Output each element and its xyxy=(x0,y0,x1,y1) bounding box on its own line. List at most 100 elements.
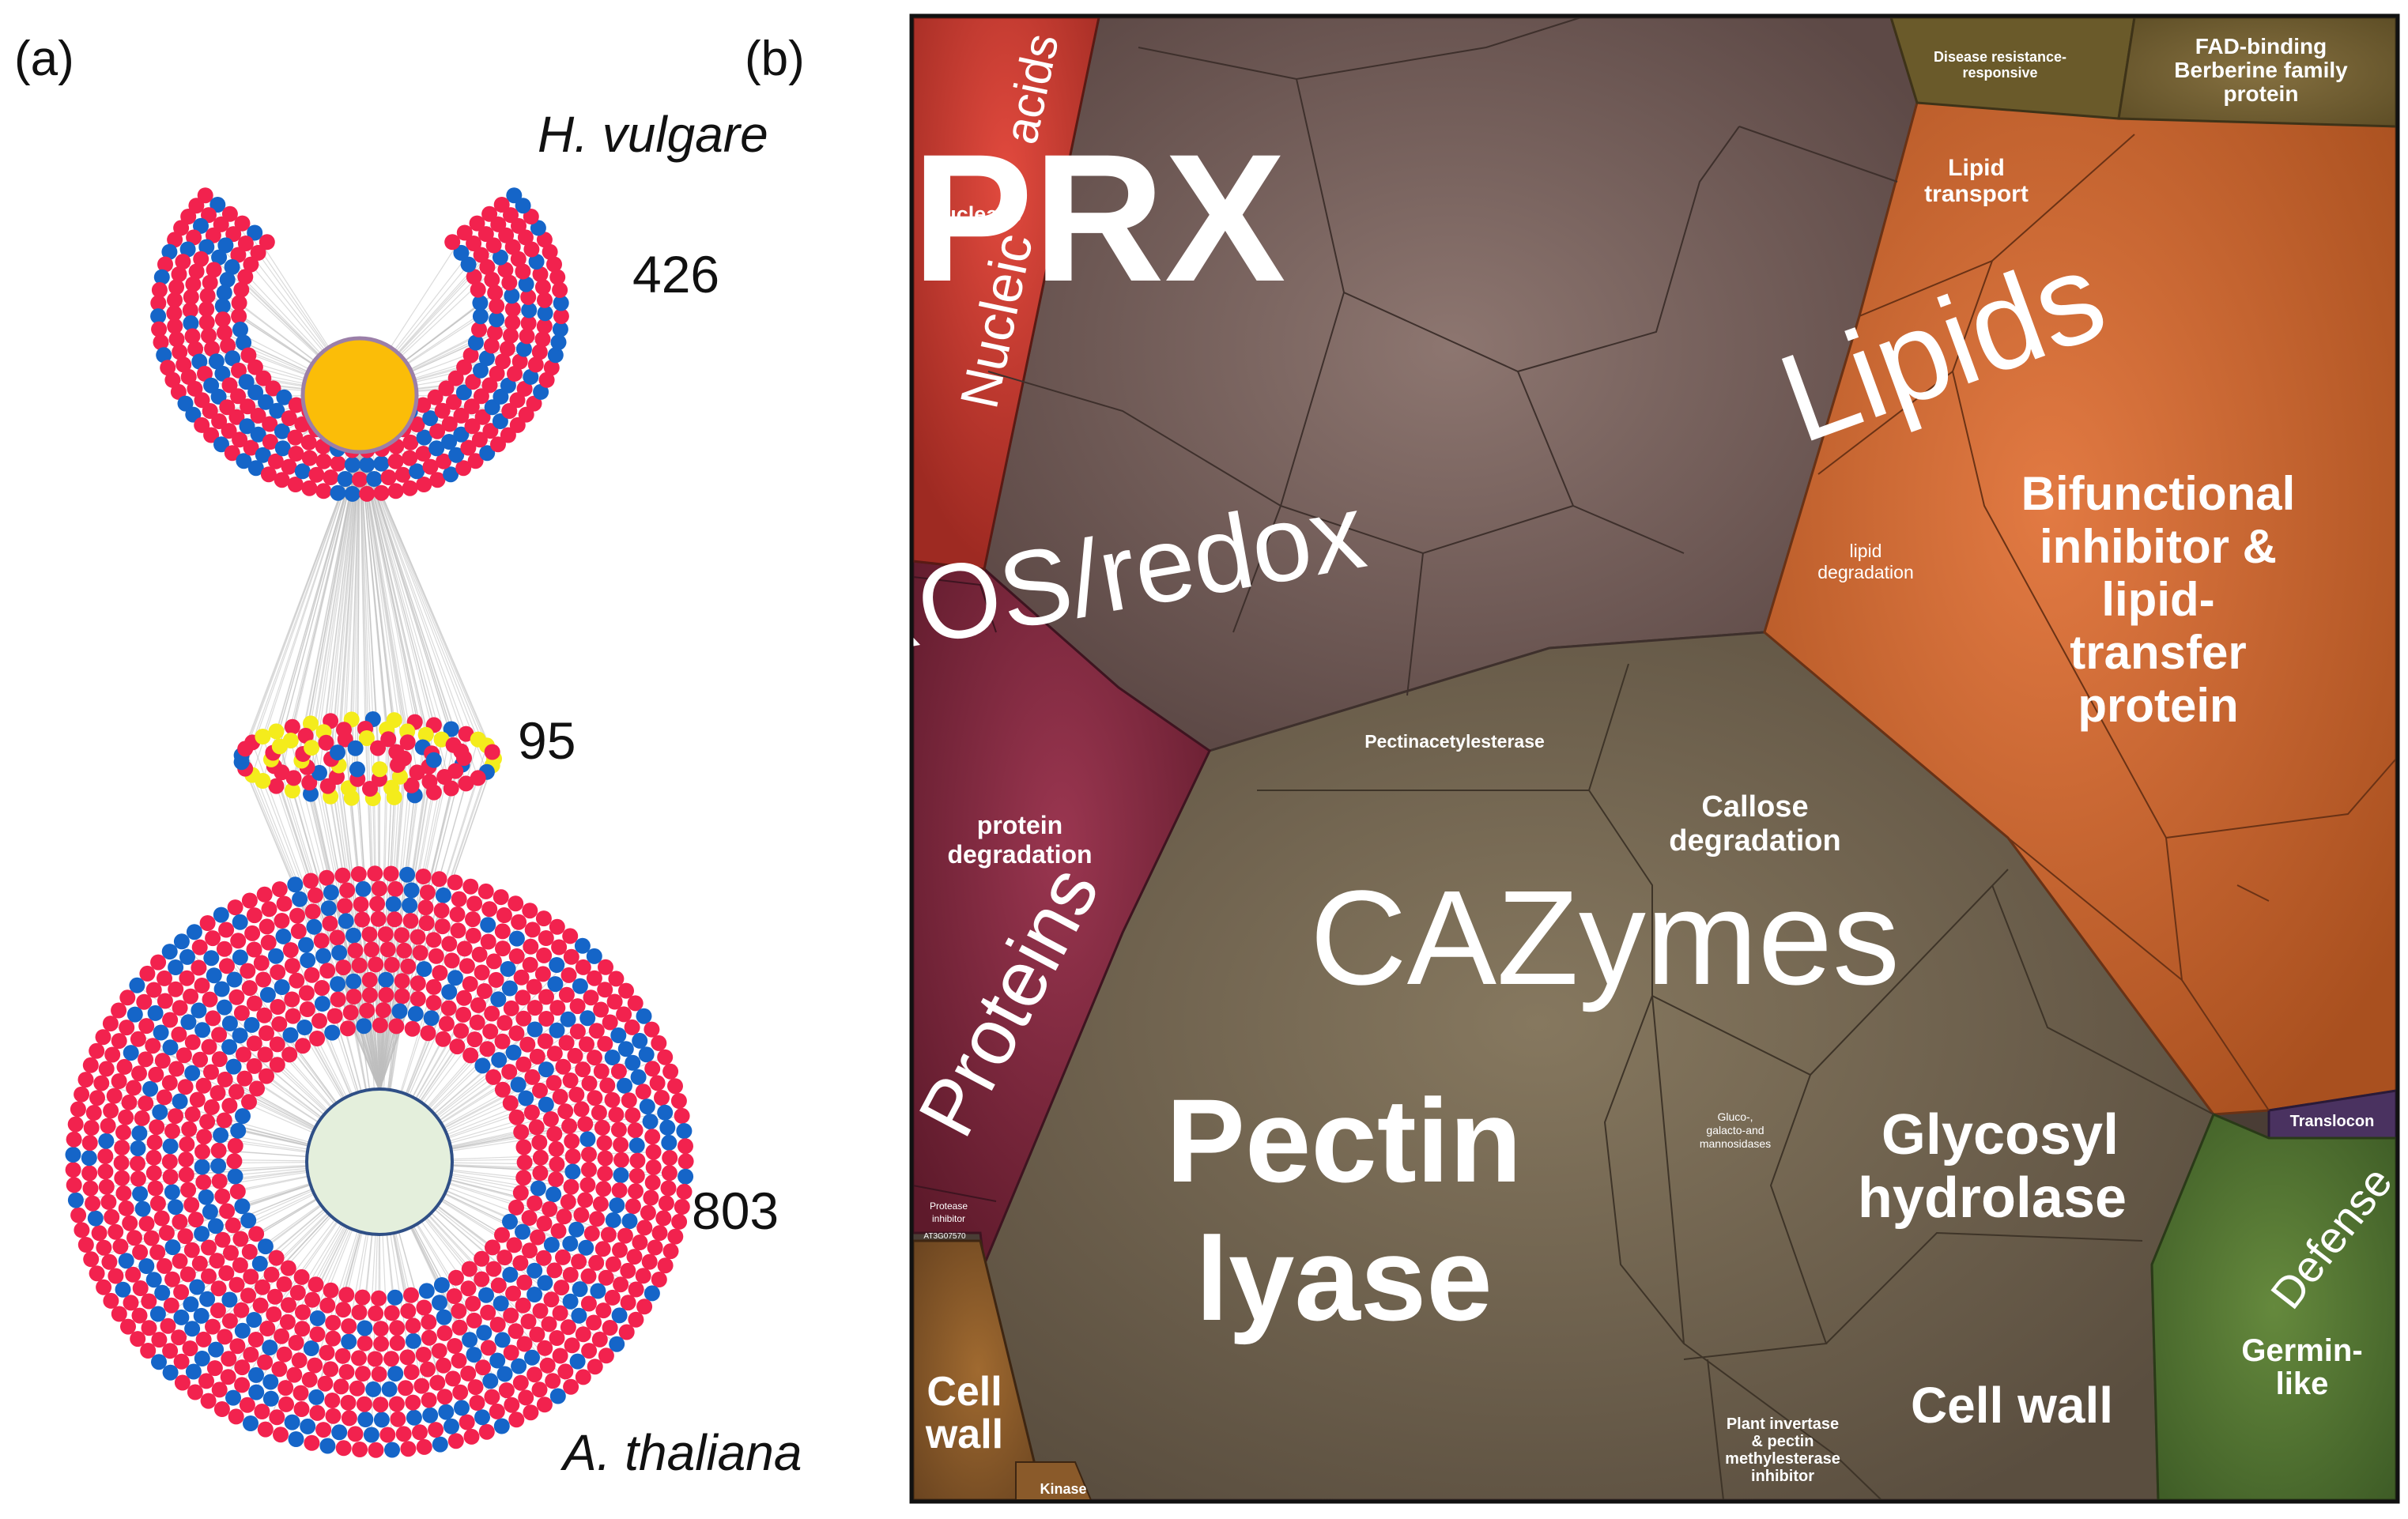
at-node xyxy=(494,1033,511,1050)
at-node xyxy=(172,1000,188,1016)
at-node xyxy=(207,1218,224,1234)
at-node xyxy=(148,1066,164,1083)
at-node xyxy=(168,1061,185,1077)
at-node xyxy=(356,1018,372,1035)
at-node xyxy=(485,1261,502,1277)
at-node xyxy=(630,1069,647,1085)
at-node xyxy=(508,1199,524,1216)
shared-node xyxy=(282,733,299,748)
at-node xyxy=(221,1351,237,1367)
at-node xyxy=(491,1052,508,1069)
at-node xyxy=(412,1424,428,1441)
hv-node xyxy=(243,439,259,456)
at-node xyxy=(205,1318,221,1335)
at-node xyxy=(440,1000,457,1016)
at-node xyxy=(172,1253,188,1269)
hv-node xyxy=(443,466,459,483)
at-node xyxy=(579,1036,594,1053)
germin-line-2: like xyxy=(2276,1366,2329,1401)
at-node xyxy=(578,1239,594,1256)
at-node xyxy=(309,1310,326,1326)
label-lipid-transport: Lipid transport xyxy=(1924,155,2029,207)
at-node xyxy=(77,1072,94,1088)
at-node xyxy=(608,971,625,987)
at-node xyxy=(138,1095,154,1112)
hv-node xyxy=(359,457,376,473)
hv-node xyxy=(503,207,519,224)
at-node xyxy=(353,896,369,913)
at-node xyxy=(298,985,315,1001)
at-node xyxy=(303,873,319,889)
at-node xyxy=(384,1442,400,1458)
at-node xyxy=(246,1035,262,1052)
at-node xyxy=(644,1285,660,1302)
at-node xyxy=(174,1374,191,1391)
at-node xyxy=(552,1348,568,1364)
at-node xyxy=(171,1026,187,1042)
at-node xyxy=(515,1223,530,1240)
at-node xyxy=(209,1085,226,1101)
at-node xyxy=(604,1091,621,1108)
at-node xyxy=(185,1363,202,1380)
hv-node xyxy=(485,237,502,254)
shared-node xyxy=(417,726,434,743)
at-node xyxy=(275,928,292,944)
at-node xyxy=(150,954,167,971)
at-node xyxy=(178,1152,194,1168)
at-node xyxy=(205,1010,221,1027)
at-node xyxy=(583,1225,600,1242)
at-node xyxy=(462,878,479,895)
at-node xyxy=(147,1004,164,1021)
at-node xyxy=(674,1107,690,1124)
at-node xyxy=(220,1369,236,1385)
at-node xyxy=(134,1200,151,1217)
at-node xyxy=(661,1134,677,1151)
at-node xyxy=(271,1361,288,1378)
at-node xyxy=(403,1364,420,1381)
at-node xyxy=(617,1041,634,1057)
at-node xyxy=(308,1389,325,1405)
at-node xyxy=(606,993,623,1010)
hv-node xyxy=(228,409,245,425)
panel-a-label: (a) xyxy=(14,32,74,86)
at-node xyxy=(580,1295,597,1312)
at-node xyxy=(394,973,410,989)
at-node xyxy=(508,930,525,947)
hv-node xyxy=(187,380,203,397)
at-node xyxy=(198,1373,214,1389)
hv-node xyxy=(504,288,520,304)
hv-node xyxy=(166,305,183,322)
shared-node xyxy=(297,727,314,744)
at-node xyxy=(163,1297,179,1314)
at-node xyxy=(399,866,416,883)
at-node xyxy=(125,1266,142,1283)
at-node xyxy=(569,998,586,1015)
hv-node xyxy=(185,406,202,423)
at-node xyxy=(478,1423,495,1440)
at-node xyxy=(406,1409,422,1426)
at-node xyxy=(388,1018,405,1035)
hv-node xyxy=(394,466,411,483)
hv-node xyxy=(205,227,221,243)
at-node xyxy=(206,1360,223,1377)
shared-node xyxy=(458,775,474,792)
hv-node xyxy=(489,298,505,315)
at-node xyxy=(350,866,367,882)
at-node xyxy=(476,983,493,999)
disease-line-1: Disease resistance- xyxy=(1934,49,2066,65)
hv-node xyxy=(193,217,209,234)
at-node xyxy=(309,1031,326,1046)
at-node xyxy=(490,991,507,1008)
at-node xyxy=(206,967,222,984)
at-node xyxy=(527,1262,543,1279)
at-node xyxy=(383,1305,400,1321)
hv-node xyxy=(294,463,311,480)
at-node xyxy=(200,1393,217,1409)
at-node xyxy=(511,1358,527,1374)
bottom-hub-node xyxy=(305,1087,454,1236)
at-node xyxy=(202,991,218,1008)
hv-node xyxy=(516,380,533,397)
at-node xyxy=(587,1050,602,1066)
at-node xyxy=(608,1106,625,1123)
at-node xyxy=(236,1046,251,1063)
